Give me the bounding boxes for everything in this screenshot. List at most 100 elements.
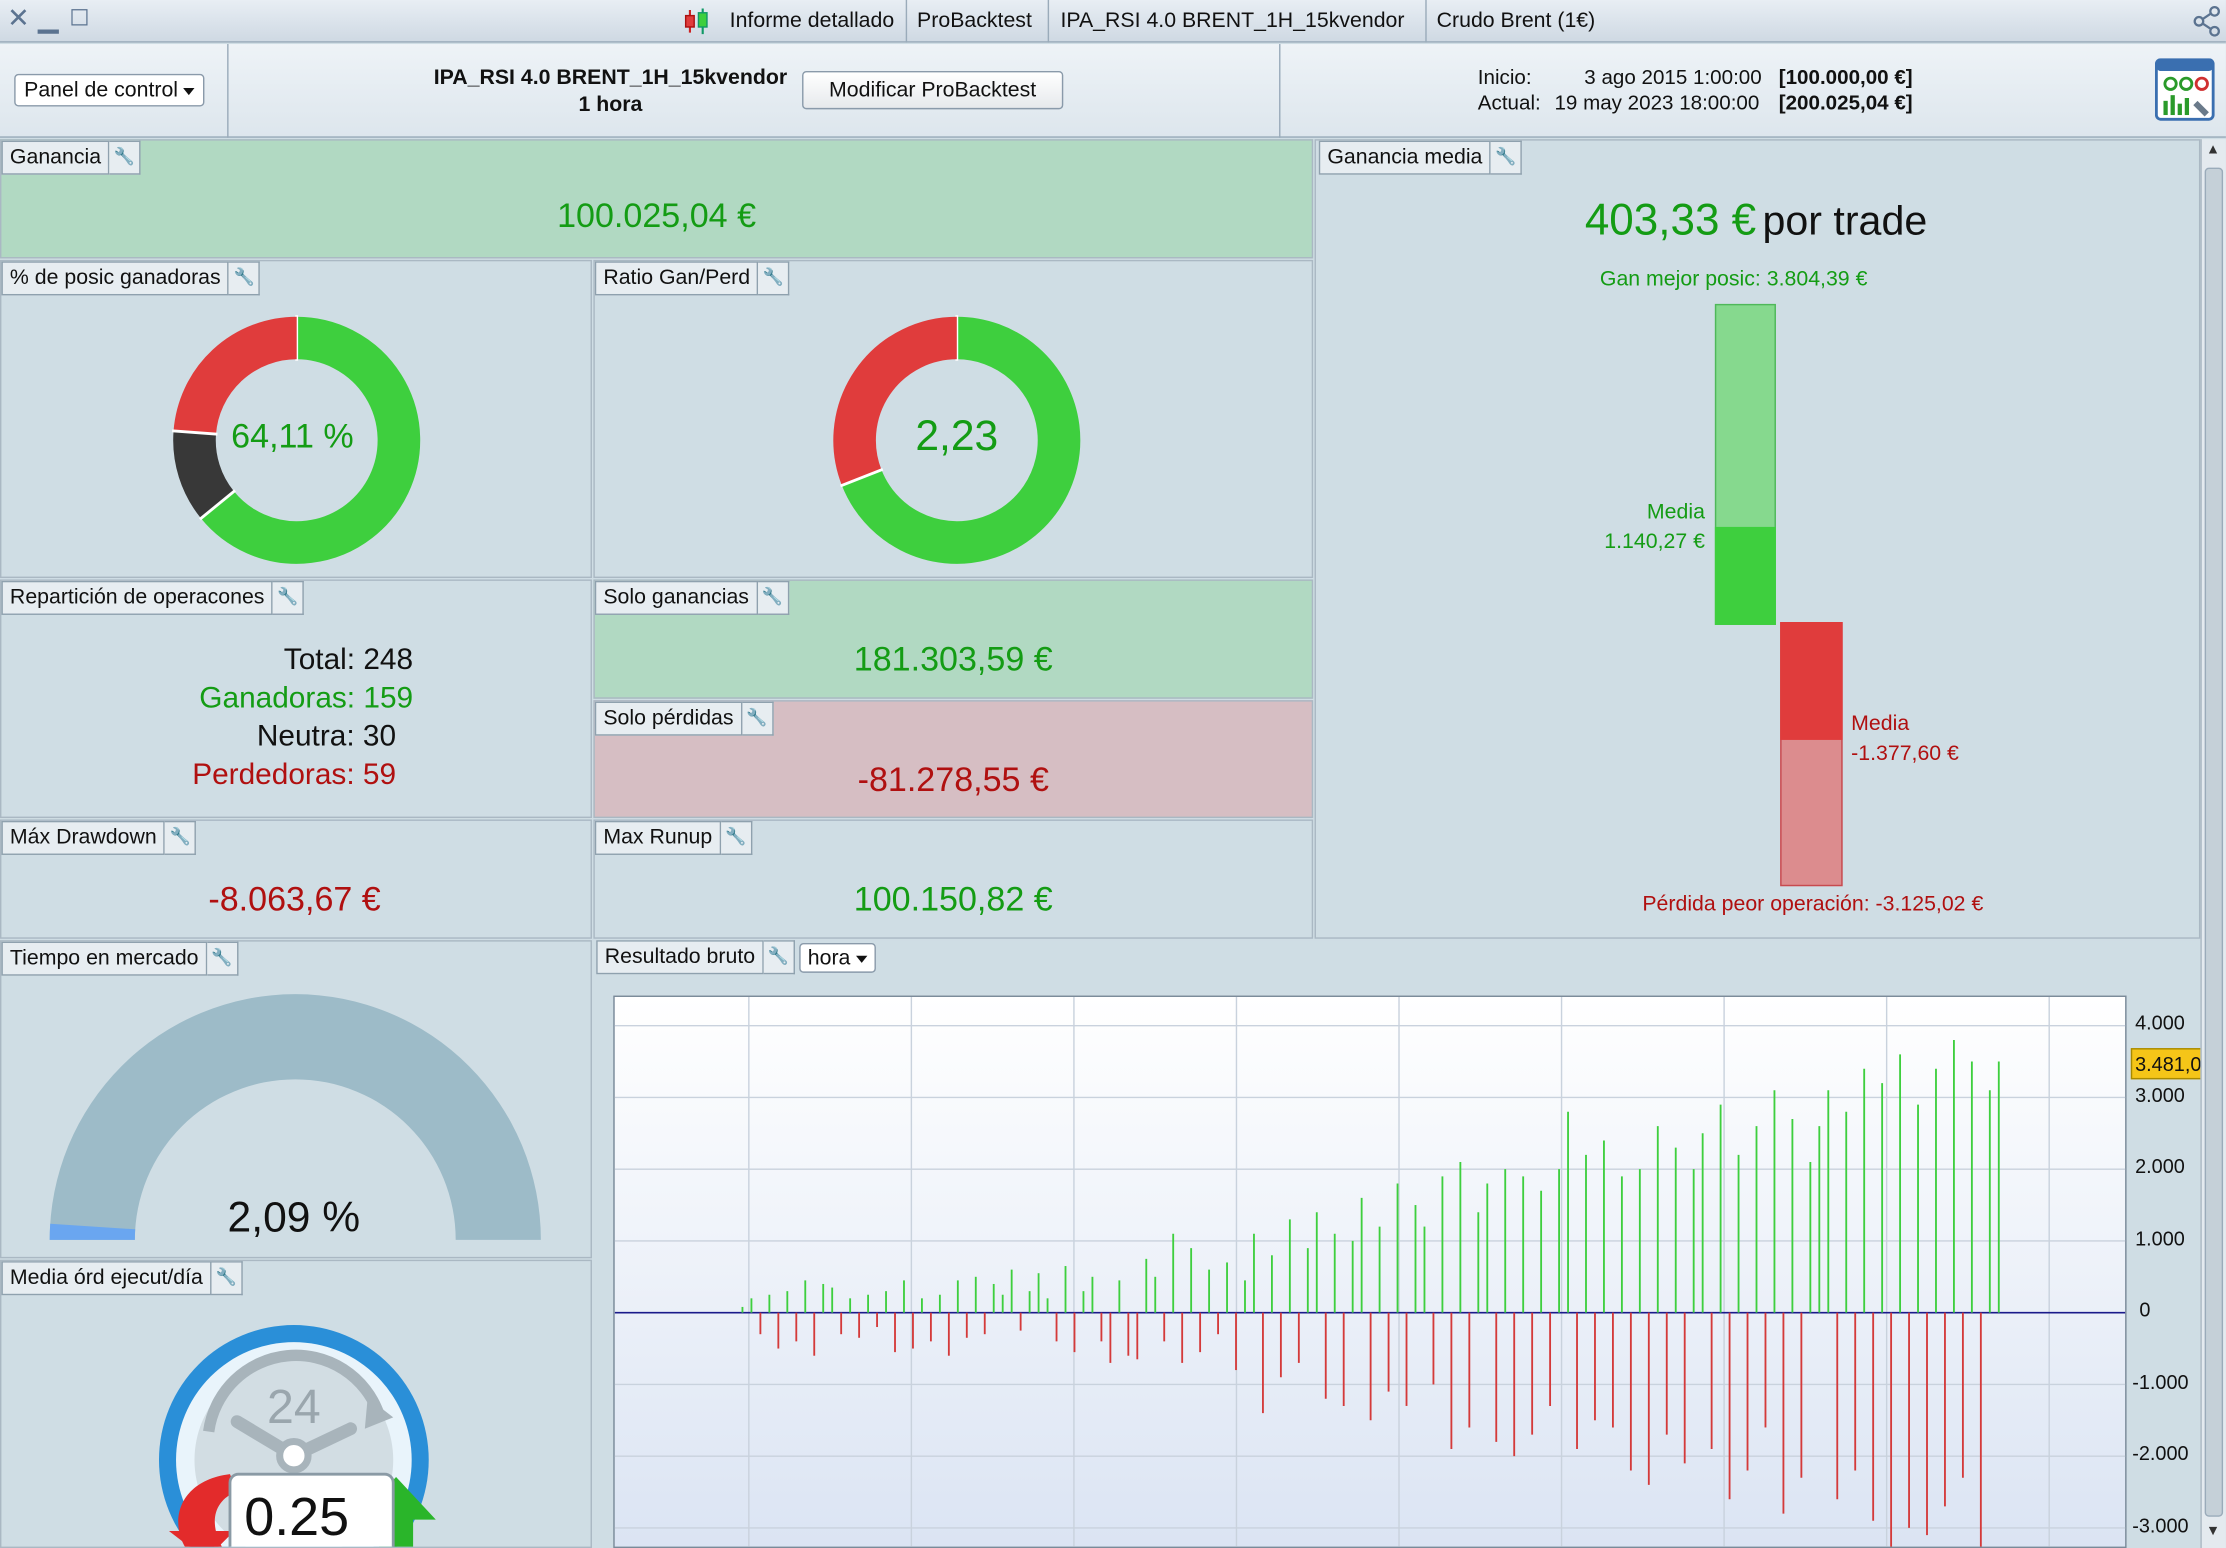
gain-panel: Ganancia 🔧 100.025,04 € [0,139,1314,259]
strategy-timeframe: 1 hora [578,92,643,117]
scroll-down-icon[interactable]: ▼ [2206,1523,2221,1540]
winning-trades: Ganadoras: 159 [199,681,414,715]
gross-result-bars [614,996,2126,1547]
wrench-icon[interactable]: 🔧 [763,940,795,975]
avg-gain-headline: 403,33 € por trade [1316,195,2196,246]
avg-win-value: 1.140,27 € [1604,529,1705,554]
ratio-donut-loss [833,316,958,486]
total-trades: Total: 248 [283,643,414,677]
wrench-icon[interactable]: 🔧 [207,941,239,976]
avg-gain-panel: Ganancia media 🔧 403,33 € por trade Gan m… [1314,139,2201,939]
gain-value: 100.025,04 € [557,197,757,236]
best-trade: Gan mejor posic: 3.804,39 € [1599,266,1868,292]
wrench-icon[interactable]: 🔧 [109,140,141,175]
win-percentage-panel: % de posic ganadoras 🔧 64,11 % [0,259,592,579]
y-tick-label: 4.000 [2135,1011,2185,1035]
current-capital: [200.025,04 €] [1778,92,1913,116]
ratio-donut-gain [841,316,1081,564]
time-in-market-gauge [49,994,541,1240]
tab-probacktest[interactable]: ProBacktest [917,8,1032,33]
gauge-track [49,994,541,1240]
wrench-icon[interactable]: 🔧 [229,261,261,296]
ratio-label: Ratio Gan/Perd [594,261,759,296]
start-capital: [100.000,00 €] [1778,66,1913,90]
close-icon[interactable]: ✕ [7,4,30,35]
distribution-panel: Repartición de operacones 🔧 Total: 248 Ga… [0,579,592,819]
max-runup-label: Max Runup [594,820,721,855]
minimize-icon[interactable]: ▁ [37,4,59,35]
max-runup-value: 100.150,82 € [853,880,1053,919]
y-tick-label: -2.000 [2132,1441,2189,1465]
clock-icon: 24 [159,1325,436,1547]
start-label: Inicio: [1477,66,1532,90]
y-axis: 4.000 3.000 2.000 1.000 0 -1.000 -2.000 -3.000 [2129,996,2200,1548]
tab-informe-detallado[interactable]: Informe detallado [729,8,895,33]
chevron-down-icon [183,87,196,95]
tab-instrument[interactable]: Crudo Brent (1€) [1436,8,1596,33]
wrench-icon[interactable]: 🔧 [1490,140,1523,175]
gross-result-label: Resultado bruto [596,940,764,975]
max-drawdown-label: Máx Drawdown [1,820,166,855]
gross-result-chart[interactable] [613,995,2127,1548]
avg-gain-value: 403,33 € [1584,194,1757,245]
strategy-name: IPA_RSI 4.0 BRENT_1H_15kvendor [433,65,788,90]
current-label: Actual: [1477,92,1541,116]
panel-select[interactable]: Panel de control [14,73,205,107]
scroll-up-icon[interactable]: ▲ [2206,142,2221,158]
losing-trades: Perdedoras: 59 [192,758,397,792]
y-tick-label: 1.000 [2135,1226,2185,1250]
wrench-icon[interactable]: 🔧 [758,261,790,296]
y-tick-label: -1.000 [2132,1370,2189,1393]
title-bar: ✕ ▁ ☐ Informe detallado ProBacktest IPA_… [0,0,2226,43]
only-gains-panel: Solo ganancias 🔧 181.303,59 € [593,579,1314,699]
max-runup-panel: Max Runup 🔧 100.150,82 € [593,819,1314,939]
win-percentage-value: 64,11 % [231,417,354,456]
scrollbar-thumb[interactable] [2204,167,2224,1517]
vertical-scrollbar[interactable]: ▲ ▼ [2200,139,2226,1548]
wrench-icon[interactable]: 🔧 [211,1261,243,1296]
avg-win-label: Media [1646,499,1705,525]
avg-win-bar [1714,526,1776,625]
max-drawdown-panel: Máx Drawdown 🔧 -8.063,67 € [0,819,592,939]
avg-orders-panel: Media órd ejecut/día 🔧 24 0.25 [0,1259,592,1548]
interval-select[interactable]: hora [799,943,876,973]
wrench-icon[interactable]: 🔧 [165,820,197,855]
report-settings-icon[interactable] [2154,58,2217,123]
modify-probacktest-button[interactable]: Modificar ProBacktest [802,71,1064,110]
wrench-icon[interactable]: 🔧 [757,580,789,615]
gauge-fill [49,1223,136,1240]
avg-loss-value: -1.377,60 € [1851,741,1959,766]
interval-select-value: hora [807,945,851,970]
avg-loss-bar [1780,622,1843,740]
report-header: Panel de control IPA_RSI 4.0 BRENT_1H_15… [0,44,2226,138]
win-donut-neutral [173,430,235,519]
panel-select-value: Panel de control [24,78,179,103]
ratio-panel: Ratio Gan/Perd 🔧 2,23 [593,259,1314,579]
maximize-icon[interactable]: ☐ [69,7,90,32]
dial-number: 24 [267,1380,321,1434]
win-percentage-label: % de posic ganadoras [1,261,230,296]
time-in-market-label: Tiempo en mercado [1,941,208,976]
wrench-icon[interactable]: 🔧 [742,701,774,736]
only-losses-value: -81.278,55 € [857,761,1049,800]
wrench-icon[interactable]: 🔧 [272,580,305,615]
only-gains-label: Solo ganancias [594,580,758,615]
candlestick-icon [684,8,708,35]
only-losses-label: Solo pérdidas [594,701,743,736]
y-tick-label: 2.000 [2135,1154,2185,1178]
time-in-market-value: 2,09 % [227,1194,361,1242]
chevron-down-icon [856,955,868,963]
win-donut-separator [198,489,236,521]
y-tick-label: -3.000 [2132,1513,2189,1537]
time-in-market-panel: Tiempo en mercado 🔧 2,09 % [0,940,592,1259]
tab-strategy[interactable]: IPA_RSI 4.0 BRENT_1H_15kvendor [1060,8,1405,33]
ratio-donut [833,315,1081,564]
share-icon[interactable] [2190,5,2221,37]
wrench-icon[interactable]: 🔧 [720,820,752,855]
win-donut-loss [173,316,298,435]
start-date: 3 ago 2015 1:00:00 [1584,66,1762,90]
win-donut-win [201,316,421,564]
ratio-donut-separator [839,467,884,488]
y-tick-label: 3.000 [2135,1083,2185,1106]
current-date: 19 may 2023 18:00:00 [1554,92,1760,116]
